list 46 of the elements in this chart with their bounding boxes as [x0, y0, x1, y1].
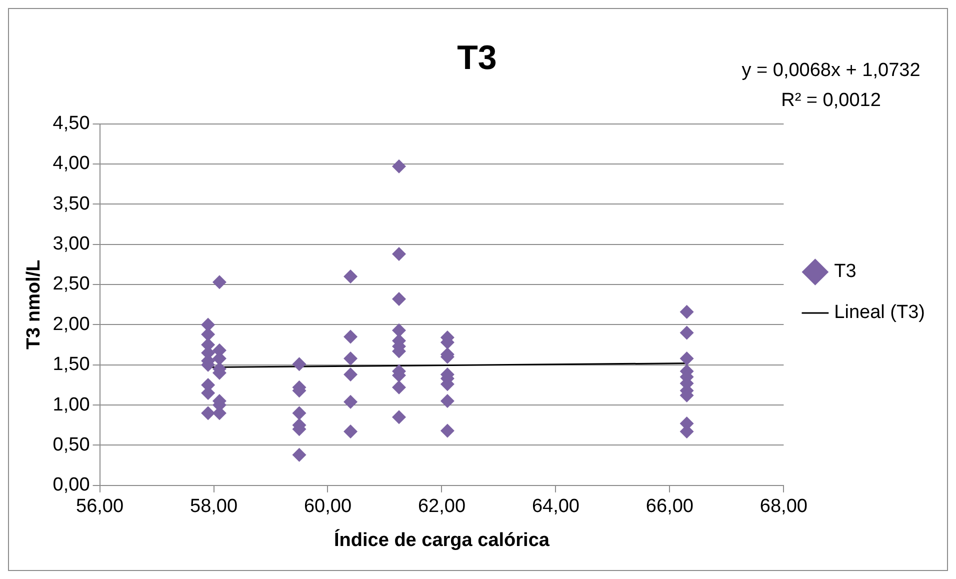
x-tick-label: 58,00 — [190, 496, 238, 518]
legend-label: Lineal (T3) — [834, 302, 926, 324]
y-tick-label: 4,00 — [52, 153, 90, 174]
point — [680, 351, 694, 366]
point — [680, 304, 694, 319]
x-tick-label: 60,00 — [304, 496, 352, 518]
x-axis-title: Índice de carga calórica — [334, 528, 550, 551]
point — [392, 380, 406, 394]
y-tick-label: 2,50 — [52, 274, 90, 295]
text: R² = 0,0012 — [781, 90, 881, 112]
point — [440, 424, 454, 438]
point — [392, 292, 406, 306]
point — [344, 394, 358, 409]
y-tick-label: 3,50 — [52, 193, 90, 214]
legend-label: T3 — [834, 261, 856, 282]
chart-title: T3 — [457, 38, 497, 77]
y-tick-label: 1,00 — [52, 394, 90, 416]
point — [292, 406, 306, 420]
point — [344, 269, 358, 284]
point — [201, 406, 216, 420]
x-tick-label: 56,00 — [76, 496, 124, 518]
point — [440, 394, 454, 408]
x-tick-label: 68,00 — [760, 496, 808, 518]
point — [392, 323, 406, 338]
y-tick-label: 0,00 — [52, 474, 90, 496]
y-tick-label: 4,50 — [52, 113, 90, 134]
y-tick-label: 3,00 — [52, 234, 90, 255]
point — [344, 330, 358, 344]
point — [344, 424, 358, 439]
x-tick-label: 62,00 — [418, 496, 466, 518]
y-tick-label: 2,00 — [52, 314, 90, 335]
y-axis-title: T3 nmol/L — [24, 259, 45, 350]
point — [292, 357, 306, 372]
x-tick-label: 64,00 — [532, 496, 580, 518]
point — [292, 448, 306, 462]
text: y = 0,0068x + 1,0732 — [742, 60, 920, 82]
point — [392, 159, 406, 174]
point — [344, 368, 358, 382]
point — [680, 326, 694, 340]
point — [344, 351, 358, 366]
y-tick-label: 1,50 — [52, 354, 90, 376]
point — [212, 275, 226, 290]
point — [392, 410, 406, 424]
y-tick-label: 0,50 — [52, 434, 90, 456]
x-tick-label: 66,00 — [646, 496, 694, 518]
point — [392, 246, 406, 261]
